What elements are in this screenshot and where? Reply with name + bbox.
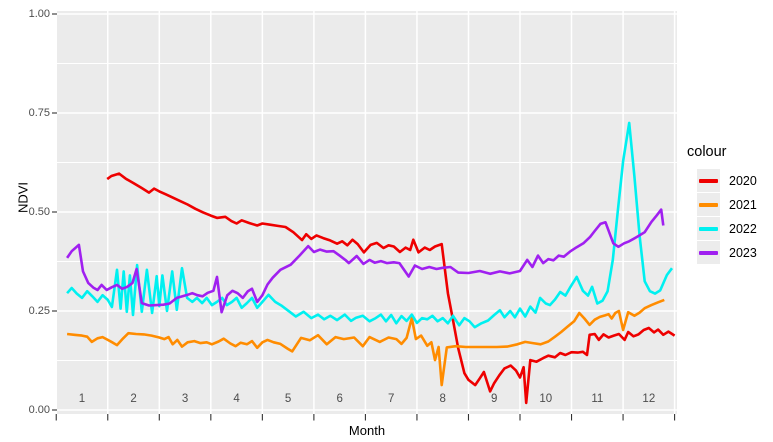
y-tick-label: 0.25 xyxy=(28,305,50,317)
legend-key xyxy=(697,169,720,192)
legend-entry-2023: 2023 xyxy=(687,241,757,264)
legend: colour 2020 2021 2022 2023 xyxy=(687,144,757,265)
legend-line-icon xyxy=(699,250,718,255)
x-tick-label: 4 xyxy=(233,393,240,405)
series-line-2023 xyxy=(66,208,665,314)
x-tick-label: 5 xyxy=(284,393,292,405)
legend-entry-2021: 2021 xyxy=(687,193,757,216)
legend-line-icon xyxy=(699,178,718,183)
legend-key xyxy=(697,217,720,240)
x-axis-title: Month xyxy=(348,423,386,438)
y-axis-title: NDVI xyxy=(15,181,31,214)
y-tick-label: 0.75 xyxy=(28,107,50,119)
series-line-2021 xyxy=(66,298,665,387)
legend-entry-2022: 2022 xyxy=(687,217,757,240)
x-tick-label: 1 xyxy=(78,393,86,405)
y-tick-label: 1.00 xyxy=(28,8,50,20)
x-tick-label: 2 xyxy=(130,393,137,405)
legend-line-icon xyxy=(699,226,718,231)
legend-line-icon xyxy=(699,202,718,207)
x-tick-label: 11 xyxy=(591,393,604,405)
legend-label: 2021 xyxy=(729,197,757,212)
y-tick-label: 0.00 xyxy=(28,404,50,416)
series-line-2020 xyxy=(106,172,676,405)
x-tick-label: 6 xyxy=(336,393,343,405)
x-tick-label: 8 xyxy=(439,393,446,405)
legend-label: 2023 xyxy=(729,245,757,260)
legend-label: 2022 xyxy=(729,221,757,236)
x-tick-label: 7 xyxy=(387,393,395,405)
legend-key xyxy=(697,193,720,216)
legend-label: 2020 xyxy=(729,173,757,188)
series-line-2022 xyxy=(66,121,674,329)
x-tick-label: 9 xyxy=(491,393,498,405)
x-tick-label: 12 xyxy=(642,393,656,405)
x-tick-label: 10 xyxy=(539,393,553,405)
legend-entry-2020: 2020 xyxy=(687,169,757,192)
legend-title: colour xyxy=(687,144,727,160)
legend-key xyxy=(697,241,720,264)
y-tick-label: 0.50 xyxy=(28,206,50,218)
x-tick-label: 3 xyxy=(181,393,189,405)
